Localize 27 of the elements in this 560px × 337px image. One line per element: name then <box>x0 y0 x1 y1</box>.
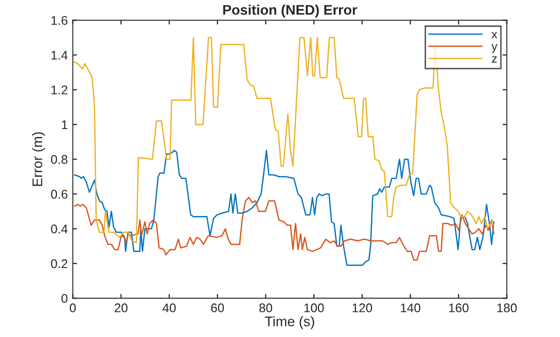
chart-title: Position (NED) Error <box>223 4 358 18</box>
x-tick-label: 160 <box>449 303 469 312</box>
line-series <box>74 196 494 261</box>
line-series <box>74 150 494 266</box>
x-tick-label: 140 <box>400 303 420 312</box>
x-tick-label: 80 <box>259 303 272 312</box>
x-tick-label: 40 <box>162 303 176 312</box>
x-tick-label: 0 <box>70 303 76 312</box>
x-tick-label: 120 <box>352 303 372 312</box>
x-tick-label: 60 <box>211 303 224 312</box>
y-tick-label: 0 <box>61 294 68 303</box>
x-tick-label: 180 <box>497 303 517 312</box>
y-tick-label: 1.6 <box>52 16 68 25</box>
y-tick-label: 0.6 <box>51 190 68 199</box>
x-tick-label: 100 <box>304 303 324 312</box>
y-tick-label: 0.8 <box>51 155 68 164</box>
legend-label: y <box>491 44 498 53</box>
y-tick-label: 0.4 <box>51 224 68 234</box>
y-tick-label: 1.4 <box>52 50 68 60</box>
legend-label: z <box>492 56 497 63</box>
y-tick-label: 0.2 <box>51 259 68 268</box>
y-tick-label: 1.2 <box>52 86 68 94</box>
x-axis-title: Time (s) <box>264 316 314 330</box>
legend-label: x <box>492 32 498 38</box>
x-tick-label: 20 <box>114 303 128 312</box>
y-tick-label: 1 <box>62 120 68 130</box>
y-axis-title: Error (m) <box>32 132 45 186</box>
